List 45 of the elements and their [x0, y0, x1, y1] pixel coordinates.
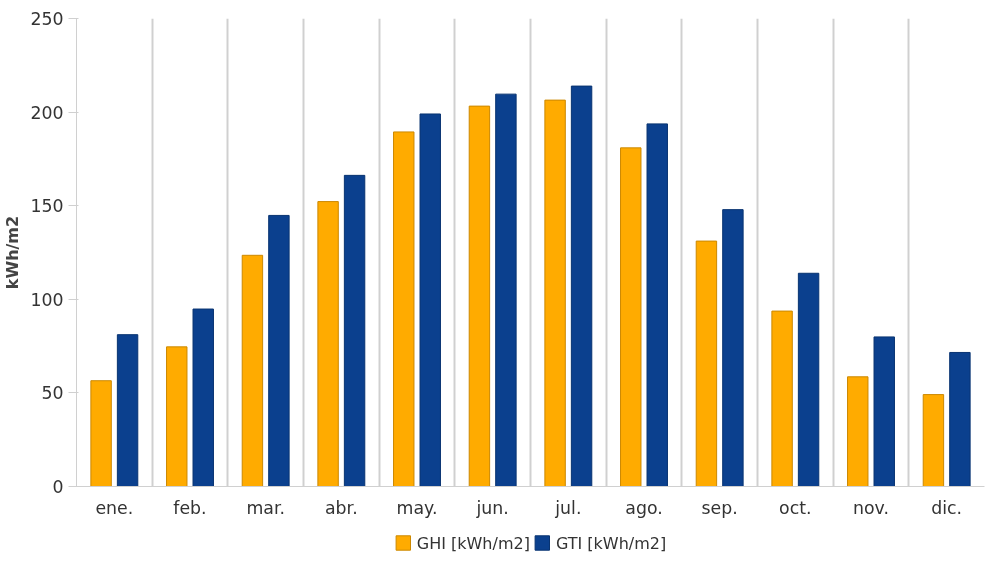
bar [646, 123, 668, 487]
bar [393, 131, 415, 487]
x-tick-label: dic. [931, 497, 963, 518]
bar [544, 99, 566, 487]
bar [949, 351, 971, 487]
x-tick-label: mar. [246, 497, 285, 518]
y-axis-title: kWh/m2 [3, 215, 23, 290]
y-tick-label: 0 [52, 477, 64, 497]
legend-label: GHI [kWh/m2] [416, 533, 530, 552]
bar [495, 93, 517, 487]
x-tick-label: may. [396, 497, 438, 518]
bar [797, 272, 820, 487]
bar [90, 380, 112, 487]
y-tick-label: 250 [30, 9, 64, 29]
x-tick-label: ene. [95, 497, 134, 518]
x-tick-label: ago. [625, 497, 663, 518]
x-tick-label: abr. [325, 497, 358, 518]
x-tick-label: nov. [853, 497, 890, 518]
y-tick-label: 150 [30, 196, 64, 217]
bar [722, 209, 744, 487]
x-tick-label: jul. [554, 497, 582, 518]
y-tick-label: 50 [41, 383, 64, 404]
bar [771, 310, 793, 487]
bar [922, 394, 945, 487]
x-tick-label: jun. [475, 497, 509, 518]
bar [166, 346, 188, 487]
bar [620, 147, 642, 487]
bar [116, 334, 139, 487]
legend-label: GTI [kWh/m2] [555, 533, 667, 552]
x-tick-label: sep. [701, 497, 738, 518]
y-tick-label: 100 [30, 289, 64, 310]
bar [847, 376, 869, 487]
bar [317, 201, 339, 487]
x-tick-label: oct. [779, 497, 812, 518]
y-tick-label: 200 [30, 102, 64, 123]
bar [343, 174, 366, 487]
bar [570, 85, 593, 487]
bar [419, 113, 441, 487]
bar [192, 308, 214, 487]
x-tick-label: feb. [173, 497, 207, 518]
bar [873, 336, 895, 487]
bar [241, 254, 264, 487]
bar [695, 240, 718, 487]
bar [468, 105, 491, 487]
bar [268, 214, 290, 487]
